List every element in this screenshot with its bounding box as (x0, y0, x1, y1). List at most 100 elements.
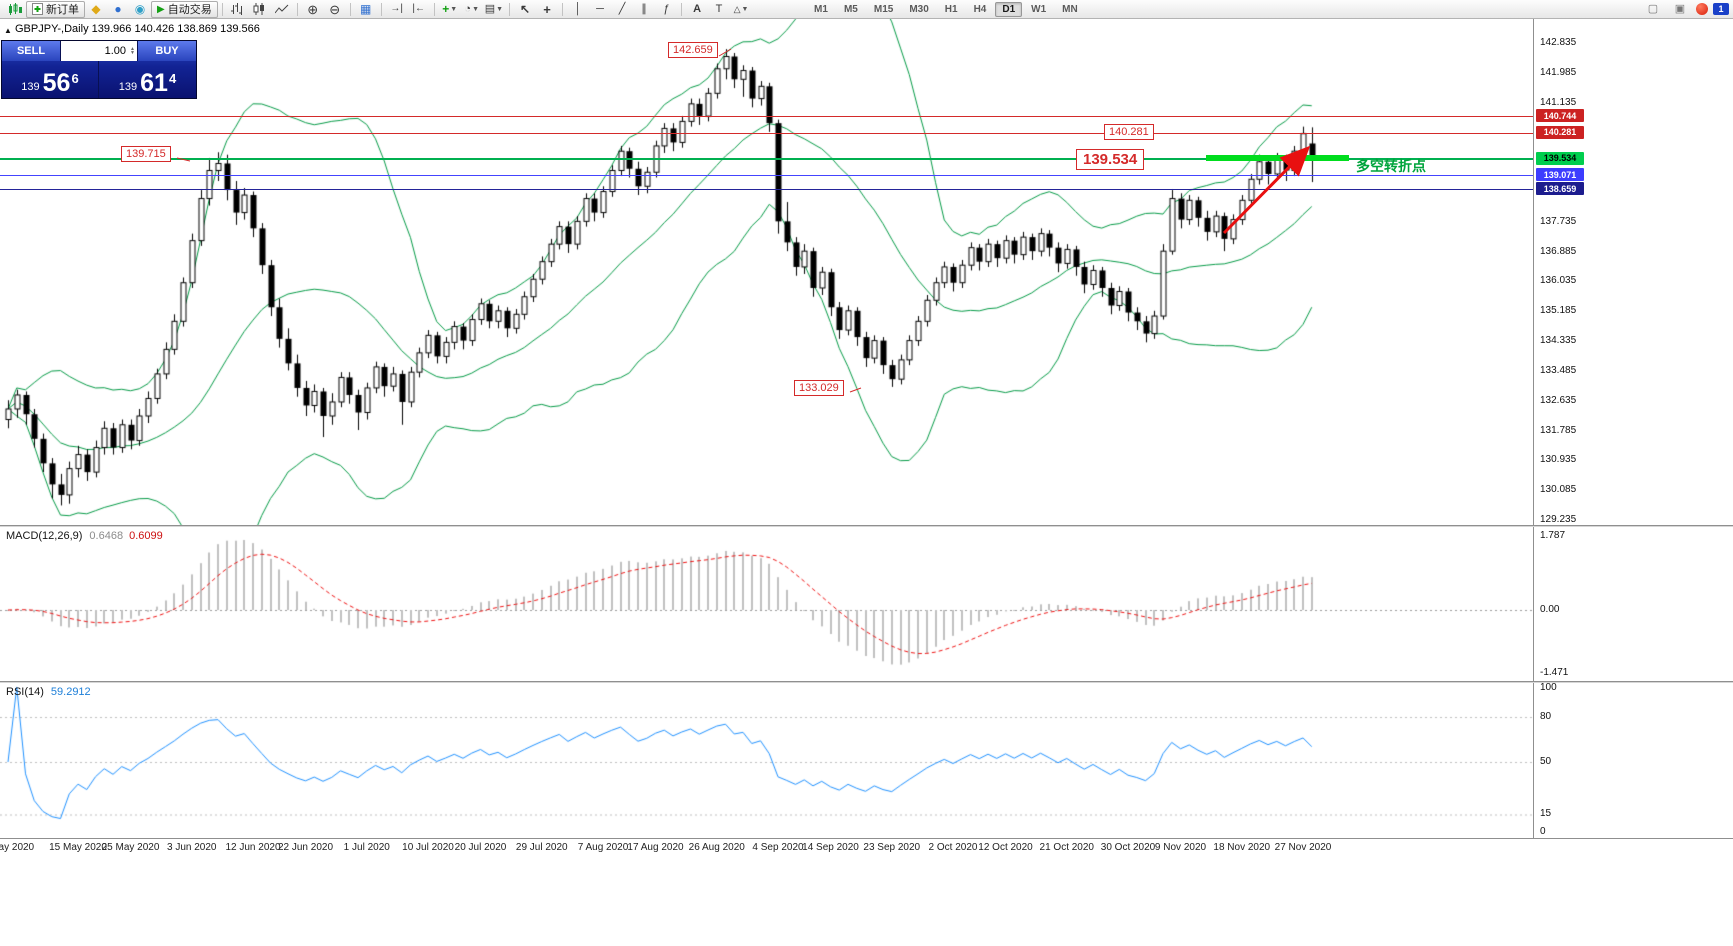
chart-title: GBPJPY-,Daily 139.966 140.426 138.869 13… (15, 23, 260, 35)
indicator-plus-icon: + (442, 2, 450, 16)
chart-shift-icon[interactable]: |← (412, 3, 425, 14)
date-axis-label: 22 Jun 2020 (277, 842, 334, 853)
date-axis-label: 20 Jul 2020 (454, 842, 507, 853)
fibonacci-tool-icon[interactable]: ƒ (662, 2, 670, 15)
price-scale[interactable]: 142.835 141.985 141.135 137.735 136.885 136.0… (1533, 19, 1733, 855)
autotrade-button[interactable]: ▶ 自动交易 (151, 0, 218, 18)
auto-scroll-icon[interactable]: →| (390, 3, 403, 14)
buy-button[interactable]: BUY (137, 41, 196, 61)
line-chart-icon[interactable] (271, 1, 293, 17)
text-tool-icon[interactable]: A (693, 2, 702, 15)
rsi-scale-label: 15 (1540, 808, 1552, 819)
timeframe-button-M15[interactable]: M15 (873, 3, 894, 15)
toolbar-separator (562, 2, 564, 16)
horizontal-line-tool-icon[interactable]: ─ (596, 2, 604, 15)
timeframe-button-H1[interactable]: H1 (944, 3, 958, 15)
new-order-button[interactable]: 新订单 (26, 0, 85, 18)
unread-count-badge[interactable]: 1 (1713, 3, 1729, 15)
date-axis-label: 25 May 2020 (101, 842, 160, 853)
price-scale-label: 132.635 (1540, 394, 1577, 406)
date-axis-label: 4 Sep 2020 (752, 842, 804, 853)
spinner-down-icon[interactable]: ▼ (130, 50, 135, 56)
volume-input[interactable]: 1.00 ▲ ▼ (61, 41, 137, 61)
play-icon: ▶ (157, 3, 165, 15)
price-scale-label: 136.035 (1540, 275, 1577, 287)
date-axis-label: 17 Aug 2020 (627, 842, 684, 853)
sell-price[interactable]: 139 56 6 (2, 61, 99, 98)
rsi-value: 59.2912 (50, 686, 91, 698)
timeframe-button-W1[interactable]: W1 (1031, 3, 1047, 15)
date-axis-label: 15 May 2020 (49, 842, 107, 853)
macd-label: MACD(12,26,9) 0.6468 0.6099 (6, 530, 163, 542)
macd-indicator-canvas[interactable] (0, 527, 1533, 679)
templates-button[interactable]: ▤ ▼ (483, 1, 505, 17)
trade-panel-prices: 139 56 6 139 61 4 (2, 61, 196, 98)
price-chart-canvas[interactable] (0, 19, 1533, 525)
sell-button[interactable]: SELL (2, 41, 61, 61)
toolbar-separator (681, 2, 683, 16)
annotation-note[interactable]: 多空转折点 (1356, 158, 1426, 174)
notification-icon[interactable] (1696, 3, 1708, 15)
shapes-tool-icon[interactable]: △ ▼ (733, 3, 749, 14)
price-callout-142.659[interactable]: 142.659 (668, 42, 718, 58)
spinner-up-icon[interactable]: ▲ (130, 46, 135, 52)
ohlc-values: 139.966 140.426 138.869 139.566 (91, 23, 260, 35)
rsi-label: RSI(14) 59.2912 (6, 686, 91, 698)
price-scale-label: 129.235 (1540, 513, 1577, 525)
price-scale-label: 130.935 (1540, 454, 1577, 466)
date-axis-label: 7 Aug 2020 (577, 842, 629, 853)
price-scale-label: 131.785 (1540, 424, 1577, 436)
panel-separator[interactable] (0, 525, 1733, 527)
text-label-tool-icon[interactable]: T (715, 2, 723, 15)
channel-tool-icon[interactable]: ∥ (641, 2, 647, 15)
timeframe-button-M5[interactable]: M5 (843, 3, 858, 15)
tile-windows-icon[interactable]: ▦ (360, 2, 372, 16)
zoom-out-icon[interactable]: ⊖ (329, 1, 341, 17)
crosshair-icon[interactable]: + (543, 1, 551, 17)
zoom-in-icon[interactable]: ⊕ (307, 1, 319, 17)
market-icon[interactable]: ● (114, 2, 122, 16)
price-callout-139.715[interactable]: 139.715 (121, 146, 171, 162)
macd-scale-label: 1.787 (1540, 530, 1566, 541)
price-scale-badge-138.659: 138.659 (1536, 182, 1584, 196)
candlestick-chart-icon[interactable] (249, 1, 271, 17)
volume-spinner[interactable]: ▲ ▼ (130, 46, 135, 56)
symbol-period-label: GBPJPY-,Daily (15, 23, 89, 35)
fullscreen-icon[interactable]: ▢ (1647, 2, 1659, 15)
timeframe-button-D1[interactable]: D1 (995, 1, 1023, 17)
date-axis-label: 18 Nov 2020 (1213, 842, 1271, 853)
indicators-button[interactable]: + ▼ (439, 1, 461, 17)
timeframe-button-M30[interactable]: M30 (909, 3, 929, 15)
signals-icon[interactable]: ◉ (134, 2, 146, 16)
timeframe-button-M1[interactable]: M1 (814, 3, 828, 15)
trendline-tool-icon[interactable]: ╱ (618, 2, 626, 15)
price-scale-label: 137.735 (1540, 215, 1577, 227)
date-axis-label: 27 Nov 2020 (1274, 842, 1332, 853)
price-callout-133.029[interactable]: 133.029 (794, 380, 844, 396)
price-scale-label: 134.335 (1540, 335, 1577, 347)
candlestick-mini-icon (9, 2, 22, 15)
timeframe-button-H4[interactable]: H4 (973, 3, 987, 15)
price-scale-label: 130.085 (1540, 484, 1577, 496)
rsi-indicator-canvas[interactable] (0, 683, 1533, 837)
price-callout-140.281[interactable]: 140.281 (1104, 124, 1154, 140)
price-callout-139.534[interactable]: 139.534 (1076, 149, 1145, 170)
new-chart-icon[interactable] (4, 1, 26, 17)
buy-price[interactable]: 139 61 4 (118, 69, 177, 97)
toolbar-right-group: ▢ ▣ 1 (1642, 1, 1729, 17)
metaeditor-icon[interactable]: ◆ (91, 2, 101, 16)
price-scale-badge-139.071: 139.071 (1536, 168, 1584, 182)
template-icon: ▤ (484, 2, 496, 15)
bar-chart-icon[interactable] (227, 1, 249, 17)
cursor-icon[interactable]: ↖ (520, 2, 531, 16)
panels-icon[interactable]: ▣ (1674, 2, 1686, 15)
panel-separator[interactable] (0, 681, 1733, 683)
timeframe-button-MN[interactable]: MN (1062, 3, 1078, 15)
new-order-label: 新订单 (46, 4, 79, 16)
periods-button[interactable]: ◔ ▼ (461, 1, 483, 17)
trade-panel-collapse-arrow[interactable]: ▲ (4, 26, 12, 35)
vertical-line-tool-icon[interactable]: │ (574, 2, 582, 15)
price-scale-badge-139.534: 139.534 (1536, 151, 1584, 165)
toolbar-separator (380, 2, 382, 16)
